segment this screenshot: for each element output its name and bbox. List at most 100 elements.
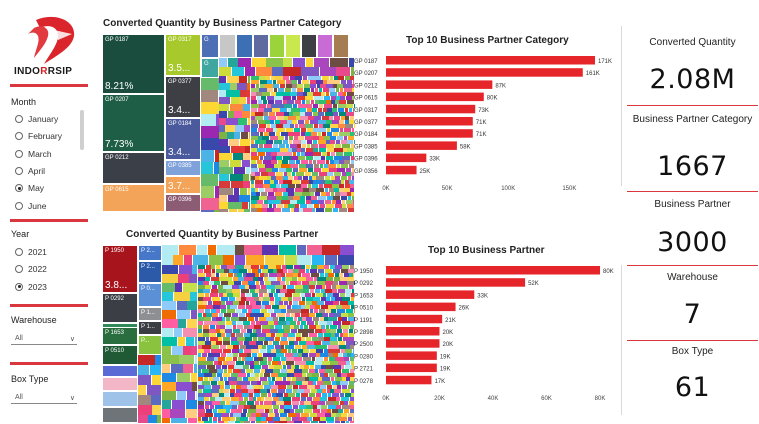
- treemap-small-tile[interactable]: [280, 289, 287, 293]
- treemap-small-tile[interactable]: [350, 297, 355, 301]
- treemap-small-tile[interactable]: [350, 321, 355, 325]
- treemap-small-tile[interactable]: [259, 281, 265, 285]
- treemap-small-tile[interactable]: [262, 353, 269, 357]
- treemap-small-tile[interactable]: [340, 96, 346, 100]
- treemap-small-tile[interactable]: [274, 96, 283, 100]
- treemap-small-tile[interactable]: [284, 345, 289, 349]
- treemap-small-tile[interactable]: [295, 309, 301, 313]
- treemap-small-tile[interactable]: [301, 265, 306, 269]
- treemap-small-tile[interactable]: [274, 381, 283, 385]
- treemap-small-tile[interactable]: [320, 345, 328, 349]
- treemap-small-tile[interactable]: [273, 269, 277, 273]
- treemap-small-tile[interactable]: [294, 208, 299, 212]
- treemap-small-tile[interactable]: [219, 209, 229, 212]
- treemap-small-tile[interactable]: [198, 293, 205, 297]
- treemap-small-tile[interactable]: [251, 136, 258, 140]
- treemap-small-tile[interactable]: [275, 132, 281, 136]
- treemap-small-tile[interactable]: [308, 116, 314, 120]
- treemap-small-tile[interactable]: [259, 265, 264, 269]
- treemap-small-tile[interactable]: [219, 76, 227, 83]
- treemap-small-tile[interactable]: [225, 125, 235, 132]
- treemap-small-tile[interactable]: [245, 293, 252, 297]
- treemap-small-tile[interactable]: [288, 184, 296, 188]
- treemap-small-tile[interactable]: [255, 321, 260, 325]
- treemap-small-tile[interactable]: [295, 365, 300, 369]
- treemap-small-tile[interactable]: [247, 329, 253, 333]
- treemap-small-tile[interactable]: [333, 345, 339, 349]
- treemap-small-tile[interactable]: [276, 349, 281, 353]
- treemap-tile[interactable]: P 0...: [138, 283, 162, 307]
- treemap-small-tile[interactable]: [227, 369, 233, 373]
- bar[interactable]: [386, 153, 427, 163]
- treemap-small-tile[interactable]: [349, 357, 355, 361]
- treemap-small-tile[interactable]: [213, 413, 221, 417]
- treemap-small-tile[interactable]: [327, 393, 332, 397]
- treemap-small-tile[interactable]: [333, 116, 341, 120]
- treemap-small-tile[interactable]: [268, 277, 277, 281]
- treemap-small-tile[interactable]: [302, 357, 311, 361]
- treemap-small-tile[interactable]: [311, 200, 318, 204]
- treemap-small-tile[interactable]: [305, 96, 314, 100]
- treemap-small-tile[interactable]: [297, 317, 302, 321]
- treemap-small-tile[interactable]: [309, 289, 315, 293]
- treemap-small-tile[interactable]: [306, 144, 311, 148]
- treemap-small-tile[interactable]: [211, 285, 218, 289]
- treemap-small-tile[interactable]: [325, 285, 332, 289]
- treemap-small-tile[interactable]: [348, 108, 353, 112]
- treemap-small-tile[interactable]: [290, 329, 298, 333]
- treemap-small-tile[interactable]: [235, 297, 241, 301]
- treemap-small-tile[interactable]: [243, 153, 251, 160]
- treemap-small-tile[interactable]: [275, 333, 283, 337]
- treemap-small-tile[interactable]: [267, 80, 272, 84]
- treemap-small-tile[interactable]: [255, 373, 260, 377]
- treemap-small-tile[interactable]: [209, 281, 214, 285]
- treemap-small-tile[interactable]: [266, 140, 274, 144]
- treemap-small-tile[interactable]: [334, 417, 339, 421]
- treemap-small-tile[interactable]: [327, 108, 332, 112]
- treemap-small-tile[interactable]: [347, 373, 354, 377]
- treemap-small-tile[interactable]: [254, 180, 264, 184]
- treemap-small-tile[interactable]: [264, 273, 269, 277]
- treemap-small-tile[interactable]: [323, 80, 327, 84]
- treemap-small-tile[interactable]: [294, 188, 303, 192]
- treemap-small-tile[interactable]: [294, 345, 302, 349]
- treemap-tile[interactable]: [317, 34, 333, 58]
- treemap-tile[interactable]: GP 0212: [102, 152, 165, 184]
- treemap-small-tile[interactable]: [330, 96, 336, 100]
- treemap-small-tile[interactable]: [178, 265, 192, 274]
- treemap-small-tile[interactable]: [205, 361, 214, 365]
- treemap-small-tile[interactable]: [225, 333, 231, 337]
- treemap-small-tile[interactable]: [201, 174, 219, 186]
- treemap-small-tile[interactable]: [280, 148, 288, 152]
- treemap-small-tile[interactable]: [323, 349, 328, 353]
- treemap-small-tile[interactable]: [212, 373, 217, 377]
- treemap-small-tile[interactable]: [300, 393, 309, 397]
- treemap-small-tile[interactable]: [315, 313, 322, 317]
- treemap-small-tile[interactable]: [334, 377, 342, 381]
- treemap-small-tile[interactable]: [263, 385, 271, 389]
- treemap-small-tile[interactable]: [290, 321, 296, 325]
- treemap-small-tile[interactable]: [282, 325, 290, 329]
- treemap-small-tile[interactable]: [251, 176, 255, 180]
- treemap-small-tile[interactable]: [186, 391, 196, 400]
- treemap-small-tile[interactable]: [336, 200, 342, 204]
- treemap-small-tile[interactable]: [162, 400, 172, 409]
- treemap-tile[interactable]: [269, 34, 285, 58]
- treemap-small-tile[interactable]: [218, 313, 224, 317]
- treemap-small-tile[interactable]: [336, 413, 341, 417]
- treemap-small-tile[interactable]: [274, 421, 279, 423]
- treemap-small-tile[interactable]: [243, 174, 250, 181]
- treemap-small-tile[interactable]: [244, 421, 251, 423]
- treemap-small-tile[interactable]: [276, 156, 283, 160]
- treemap-small-tile[interactable]: [219, 153, 233, 160]
- treemap-small-tile[interactable]: [350, 305, 355, 309]
- treemap-small-tile[interactable]: [211, 385, 220, 389]
- treemap-small-tile[interactable]: [273, 317, 279, 321]
- treemap-small-tile[interactable]: [330, 176, 335, 180]
- treemap-small-tile[interactable]: [210, 321, 218, 325]
- treemap-small-tile[interactable]: [301, 148, 306, 152]
- treemap-small-tile[interactable]: [277, 269, 283, 273]
- treemap-small-tile[interactable]: [318, 200, 325, 204]
